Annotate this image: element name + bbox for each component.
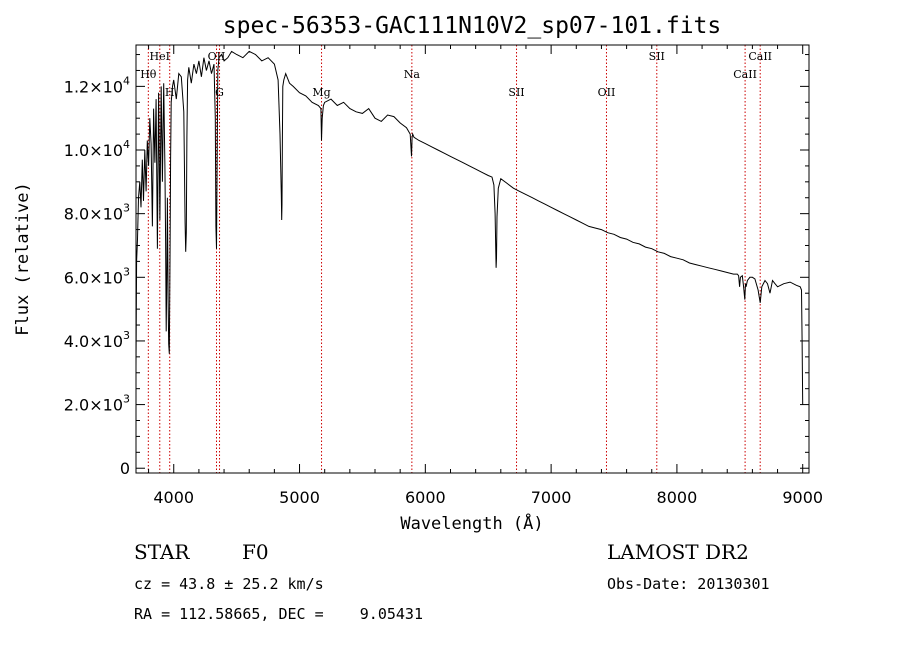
obs-date-text: Obs-Date: 20130301 — [607, 575, 770, 593]
x-tick-label: 5000 — [279, 488, 320, 507]
y-axis-label: Flux (relative) — [13, 182, 33, 336]
y-tick-mantissa: 1.2×10 — [64, 77, 123, 96]
y-axis-ticks: 02.0×1034.0×1036.0×1038.0×1031.0×1041.2×… — [64, 54, 809, 478]
x-tick-label: 4000 — [153, 488, 194, 507]
x-axis-ticks: 4000 5000 6000 7000 8000 9000 — [148, 45, 823, 507]
y-tick-mantissa: 1.0×10 — [64, 141, 123, 160]
line-marker-label: SII — [649, 50, 665, 63]
y-tick-label: 6.0×103 — [64, 265, 130, 287]
x-tick-label: 8000 — [657, 488, 698, 507]
y-tick-exponent: 4 — [123, 74, 130, 87]
line-marker-label: G — [215, 86, 224, 99]
y-tick-mantissa: 0 — [120, 459, 130, 478]
line-marker-label: HeI — [150, 50, 170, 63]
plot-frame — [135, 44, 810, 474]
x-tick-label: 9000 — [782, 488, 823, 507]
y-tick-mantissa: 8.0×10 — [64, 205, 123, 224]
y-tick-mantissa: 4.0×10 — [64, 332, 123, 351]
line-marker-label: Na — [404, 68, 421, 81]
chart-title: spec-56353-GAC111N10V2_sp07-101.fits — [223, 13, 722, 39]
line-marker-label: CaII — [733, 68, 757, 81]
line-marker-label: H — [165, 86, 175, 99]
object-subclass: F0 — [242, 540, 269, 564]
line-marker-label: CaII — [748, 50, 772, 63]
line-marker-label: OII — [598, 86, 616, 99]
line-marker-label: SII — [508, 86, 524, 99]
y-tick-label: 1.2×104 — [64, 74, 130, 96]
y-tick-exponent: 4 — [123, 138, 130, 151]
x-axis-label: Wavelength (Å) — [400, 512, 543, 534]
y-tick-label: 4.0×103 — [64, 329, 130, 351]
y-tick-mantissa: 6.0×10 — [64, 268, 123, 287]
spectrum-line — [135, 50, 804, 405]
y-tick-exponent: 3 — [123, 329, 130, 342]
y-tick-exponent: 3 — [123, 202, 130, 215]
line-marker-label: Hθ — [140, 68, 157, 81]
line-marker-label: OII — [208, 50, 226, 63]
y-tick-exponent: 3 — [123, 393, 130, 406]
object-class: STAR — [134, 540, 190, 564]
line-marker-label: Mg — [312, 86, 330, 99]
y-tick-label: 8.0×103 — [64, 202, 130, 224]
survey-label: LAMOST DR2 — [607, 540, 749, 564]
radec-text: RA = 112.58665, DEC = 9.05431 — [134, 605, 423, 623]
y-tick-mantissa: 2.0×10 — [64, 396, 123, 415]
y-tick-exponent: 3 — [123, 265, 130, 278]
x-tick-label: 7000 — [531, 488, 572, 507]
y-tick-label: 1.0×104 — [64, 138, 130, 160]
y-tick-label: 2.0×103 — [64, 393, 130, 415]
spectral-line-markers: Hθ HeI H OII G Mg Na SII OII SII CaII CaII — [140, 45, 772, 473]
redshift-text: cz = 43.8 ± 25.2 km/s — [134, 575, 324, 593]
x-tick-label: 6000 — [405, 488, 446, 507]
y-tick-label: 0 — [120, 459, 130, 478]
